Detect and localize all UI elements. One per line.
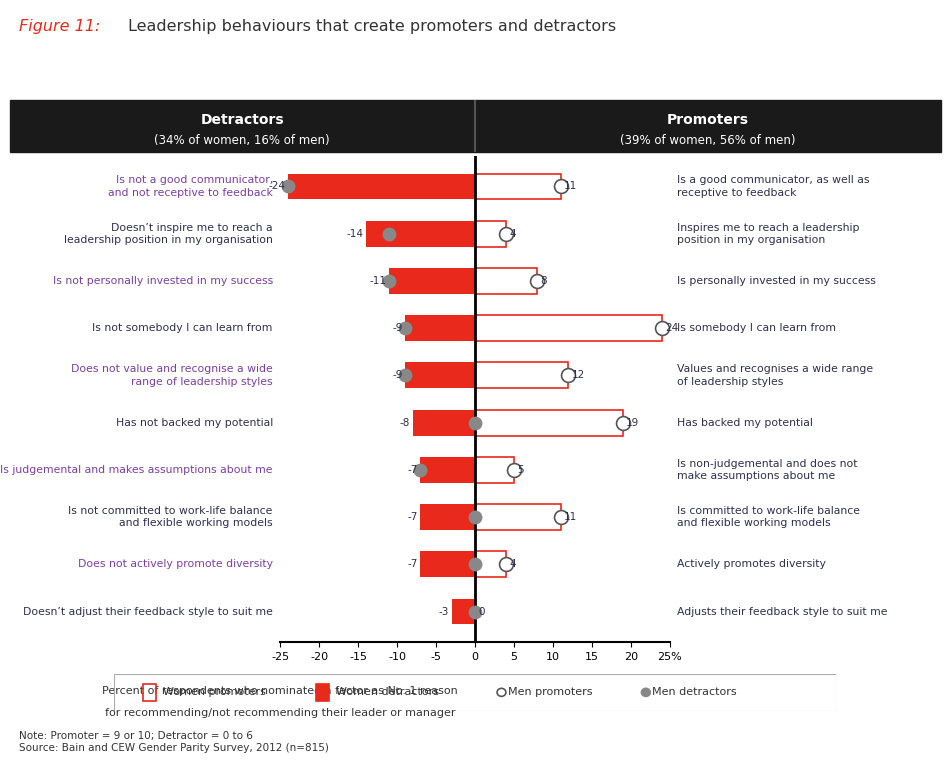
Point <box>382 228 397 240</box>
Text: (39% of women, 56% of men): (39% of women, 56% of men) <box>620 134 795 147</box>
Bar <box>405 315 475 341</box>
Text: Is personally invested in my success: Is personally invested in my success <box>677 276 876 286</box>
Text: Note: Promoter = 9 or 10; Detractor = 0 to 6
Source: Bain and CEW Gender Parity : Note: Promoter = 9 or 10; Detractor = 0 … <box>19 731 329 752</box>
Bar <box>475 457 514 483</box>
Text: Has not backed my potential: Has not backed my potential <box>116 417 273 428</box>
Text: -11: -11 <box>370 276 387 286</box>
Point <box>280 180 295 192</box>
Text: 4: 4 <box>509 229 516 239</box>
Text: Values and recognises a wide range
of leadership styles: Values and recognises a wide range of le… <box>677 364 873 387</box>
Point <box>382 275 397 287</box>
Point <box>616 416 631 429</box>
Point <box>397 322 412 334</box>
Text: Inspires me to reach a leadership
position in my organisation: Inspires me to reach a leadership positi… <box>677 223 860 245</box>
Point <box>467 416 483 429</box>
Bar <box>390 268 475 294</box>
Text: -24: -24 <box>269 182 286 192</box>
Text: Is not personally invested in my success: Is not personally invested in my success <box>52 276 273 286</box>
Text: Promoters: Promoters <box>667 113 749 127</box>
Point <box>499 558 514 570</box>
Text: Adjusts their feedback style to suit me: Adjusts their feedback style to suit me <box>677 606 887 616</box>
Point <box>467 511 483 523</box>
Text: -9: -9 <box>392 370 403 381</box>
Bar <box>475 363 568 388</box>
Text: Women promoters: Women promoters <box>163 687 266 698</box>
Text: -8: -8 <box>400 417 410 428</box>
Text: 0: 0 <box>478 606 484 616</box>
Point <box>655 322 670 334</box>
Bar <box>288 173 475 199</box>
Text: 11: 11 <box>563 182 577 192</box>
Text: Percent of respondents who nominated a factor as No. 1 reason: Percent of respondents who nominated a f… <box>103 686 458 696</box>
Text: Is not a good communicator,
and not receptive to feedback: Is not a good communicator, and not rece… <box>108 176 273 198</box>
Text: for recommending/not recommending their leader or manager: for recommending/not recommending their … <box>105 708 455 718</box>
Point <box>467 558 483 570</box>
Bar <box>475 315 662 341</box>
Bar <box>421 551 475 578</box>
Text: Doesn’t inspire me to reach a
leadership position in my organisation: Doesn’t inspire me to reach a leadership… <box>64 223 273 245</box>
Text: (34% of women, 16% of men): (34% of women, 16% of men) <box>155 134 330 147</box>
Point <box>397 369 412 382</box>
Text: 19: 19 <box>626 417 639 428</box>
Text: -7: -7 <box>408 559 418 569</box>
FancyBboxPatch shape <box>316 684 329 701</box>
Bar <box>405 363 475 388</box>
Point <box>553 180 568 192</box>
Bar <box>412 410 475 435</box>
Text: Men promoters: Men promoters <box>508 687 593 698</box>
Bar <box>475 220 506 247</box>
Point <box>467 606 483 618</box>
Text: 24: 24 <box>665 323 678 333</box>
Text: Is somebody I can learn from: Is somebody I can learn from <box>677 323 836 333</box>
Text: Is judgemental and makes assumptions about me: Is judgemental and makes assumptions abo… <box>0 465 273 475</box>
Text: Has backed my potential: Has backed my potential <box>677 417 813 428</box>
Text: Actively promotes diversity: Actively promotes diversity <box>677 559 826 569</box>
Text: Men detractors: Men detractors <box>653 687 737 698</box>
Text: 5: 5 <box>517 465 523 475</box>
Text: 11: 11 <box>563 512 577 522</box>
Text: Is non-judgemental and does not
make assumptions about me: Is non-judgemental and does not make ass… <box>677 458 858 481</box>
Text: Detractors: Detractors <box>200 113 284 127</box>
Text: Figure 11:: Figure 11: <box>19 19 101 34</box>
Bar <box>366 220 475 247</box>
Bar <box>475 504 560 530</box>
Text: -3: -3 <box>439 606 449 616</box>
Point <box>499 228 514 240</box>
Text: 12: 12 <box>572 370 585 381</box>
Text: Is not somebody I can learn from: Is not somebody I can learn from <box>92 323 273 333</box>
Bar <box>421 504 475 530</box>
Text: 4: 4 <box>509 559 516 569</box>
Text: -7: -7 <box>408 512 418 522</box>
Point <box>506 464 522 476</box>
Text: Women detractors: Women detractors <box>336 687 440 698</box>
Text: Does not actively promote diversity: Does not actively promote diversity <box>78 559 273 569</box>
Bar <box>475 410 623 435</box>
Bar <box>475 551 506 578</box>
Text: -9: -9 <box>392 323 403 333</box>
Text: -14: -14 <box>347 229 364 239</box>
Ellipse shape <box>641 689 651 696</box>
Text: Is not committed to work-life balance
and flexible working models: Is not committed to work-life balance an… <box>68 506 273 528</box>
Text: Does not value and recognise a wide
range of leadership styles: Does not value and recognise a wide rang… <box>71 364 273 387</box>
Point <box>553 511 568 523</box>
Point <box>413 464 428 476</box>
Text: Leadership behaviours that create promoters and detractors: Leadership behaviours that create promot… <box>128 19 617 34</box>
Bar <box>421 457 475 483</box>
Point <box>560 369 576 382</box>
Bar <box>475 268 538 294</box>
Text: Is committed to work-life balance
and flexible working models: Is committed to work-life balance and fl… <box>677 506 860 528</box>
Text: Is a good communicator, as well as
receptive to feedback: Is a good communicator, as well as recep… <box>677 176 869 198</box>
Text: -7: -7 <box>408 465 418 475</box>
Bar <box>475 173 560 199</box>
Point <box>530 275 545 287</box>
Text: 8: 8 <box>541 276 547 286</box>
Text: Doesn’t adjust their feedback style to suit me: Doesn’t adjust their feedback style to s… <box>23 606 273 616</box>
Bar <box>451 599 475 625</box>
